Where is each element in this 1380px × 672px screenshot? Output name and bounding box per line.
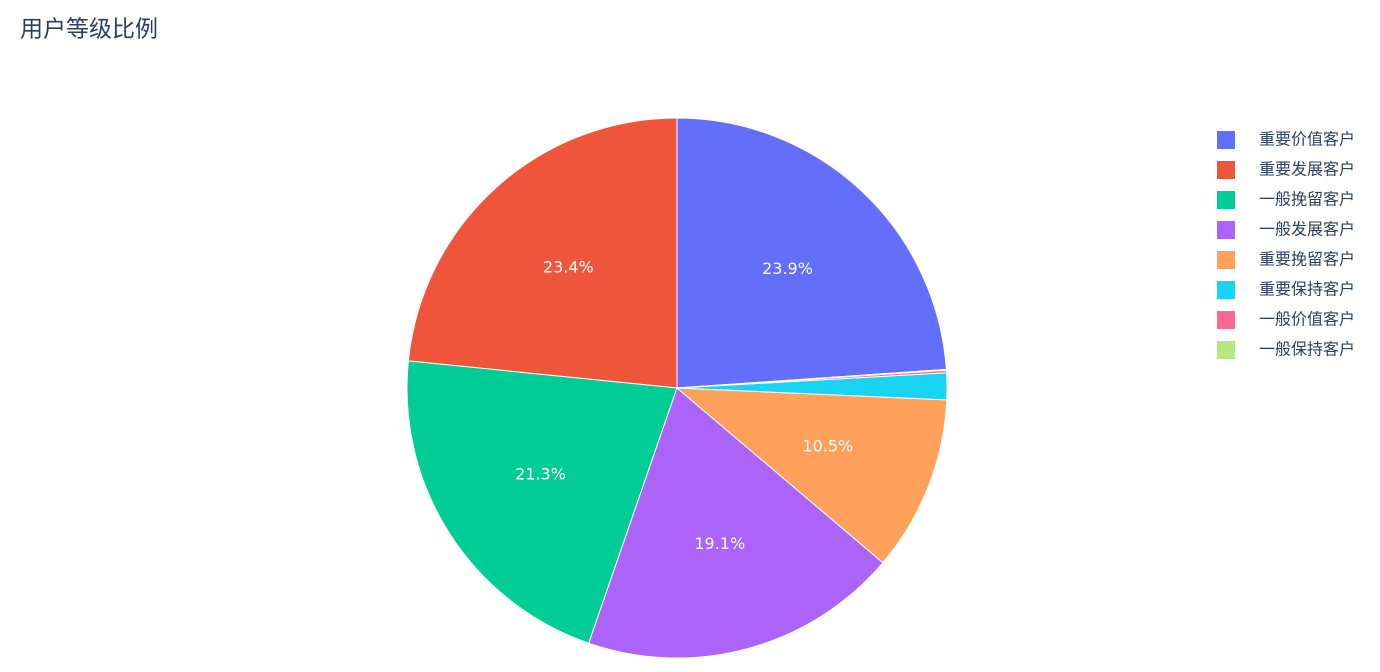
slice-label: 10.5% [802,437,853,456]
legend-text: 一般保持客户 [1259,340,1355,359]
legend-text: 重要价值客户 [1259,130,1355,149]
legend-text: 一般价值客户 [1259,310,1355,329]
slice-label: 23.4% [543,257,594,276]
pie-slice [588,387,884,659]
legend-swatch [1217,281,1235,299]
legend-text: 重要保持客户 [1259,280,1355,299]
legend-swatch [1217,221,1235,239]
slice-label: 19.1% [694,534,745,553]
legend-swatch [1217,311,1235,329]
pie-slice [406,360,678,644]
chart-title: 用户等级比例 [20,17,158,43]
legend-swatch [1217,251,1235,269]
pie-slice [407,117,678,389]
slice-label: 23.9% [762,259,813,278]
slice-label: 21.3% [515,465,566,484]
pie-slice [676,368,947,389]
legend-text: 一般发展客户 [1259,220,1355,239]
legend-swatch [1217,161,1235,179]
legend-swatch [1217,341,1235,359]
pie-slice [675,387,948,564]
legend-swatch [1217,191,1235,209]
pie-slice [676,117,947,389]
legend-text: 重要发展客户 [1259,160,1355,179]
legend-text: 一般挽留客户 [1259,190,1355,209]
legend-swatch [1217,131,1235,149]
legend-text: 重要挽留客户 [1259,250,1355,269]
